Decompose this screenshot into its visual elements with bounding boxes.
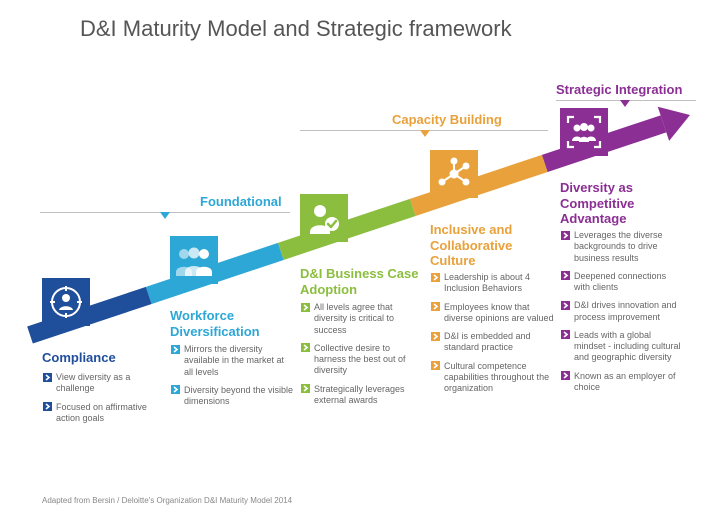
business-case-bullets: All levels agree that diversity is criti… (300, 302, 424, 413)
chevron-icon (300, 384, 310, 394)
bullet-item: Strategically leverages external awards (300, 384, 424, 407)
competitive-advantage-icon (560, 108, 608, 156)
workforce-bullets: Mirrors the diversity available in the m… (170, 344, 294, 414)
business-case-icon (300, 194, 348, 242)
bullet-text: Deepened connections with clients (574, 271, 666, 292)
bullet-text: All levels agree that diversity is criti… (314, 302, 394, 335)
chevron-icon (560, 300, 570, 310)
chevron-icon (42, 402, 52, 412)
bullet-item: All levels agree that diversity is criti… (300, 302, 424, 336)
phase-label-strategic-integration: Strategic Integration (556, 82, 682, 97)
bullet-item: Leverages the diverse backgrounds to dri… (560, 230, 684, 264)
bullet-text: Leads with a global mindset - including … (574, 330, 681, 363)
bullet-text: View diversity as a challenge (56, 372, 130, 393)
chevron-icon (560, 371, 570, 381)
workforce-title: Workforce Diversification (170, 308, 298, 339)
chevron-icon (430, 302, 440, 312)
compliance-bullets: View diversity as a challenge Focused on … (42, 372, 166, 431)
bullet-item: View diversity as a challenge (42, 372, 166, 395)
competitive-advantage-title: Diversity as Competitive Advantage (560, 180, 688, 227)
bullet-item: Leadership is about 4 Inclusion Behavior… (430, 272, 554, 295)
bullet-item: D&I drives innovation and process improv… (560, 300, 684, 323)
chevron-icon (430, 331, 440, 341)
bullet-text: Cultural competence capabilities through… (444, 361, 549, 394)
phase-marker (420, 130, 430, 137)
chevron-icon (560, 271, 570, 281)
bullet-item: Diversity beyond the visible dimensions (170, 385, 294, 408)
bullet-text: D&I is embedded and standard practice (444, 331, 531, 352)
compliance-title: Compliance (42, 350, 170, 366)
bullet-text: Known as an employer of choice (574, 371, 676, 392)
bullet-text: Mirrors the diversity available in the m… (184, 344, 284, 377)
bullet-text: Leverages the diverse backgrounds to dri… (574, 230, 663, 263)
bullet-item: Focused on affirmative action goals (42, 402, 166, 425)
inclusive-culture-icon (430, 150, 478, 198)
phase-marker (620, 100, 630, 107)
chevron-icon (170, 385, 180, 395)
inclusive-culture-bullets: Leadership is about 4 Inclusion Behavior… (430, 272, 554, 401)
bullet-text: Focused on affirmative action goals (56, 402, 147, 423)
bullet-text: D&I drives innovation and process improv… (574, 300, 677, 321)
chevron-icon (300, 343, 310, 353)
bullet-text: Strategically leverages external awards (314, 384, 405, 405)
page-title: D&I Maturity Model and Strategic framewo… (80, 16, 512, 42)
competitive-advantage-bullets: Leverages the diverse backgrounds to dri… (560, 230, 684, 400)
phase-label-foundational: Foundational (200, 194, 282, 209)
chevron-icon (560, 330, 570, 340)
phase-marker (160, 212, 170, 219)
bullet-item: D&I is embedded and standard practice (430, 331, 554, 354)
chevron-icon (430, 361, 440, 371)
bullet-item: Collective desire to harness the best ou… (300, 343, 424, 377)
bullet-item: Deepened connections with clients (560, 271, 684, 294)
chevron-icon (430, 272, 440, 282)
bullet-text: Employees know that diverse opinions are… (444, 302, 554, 323)
chevron-icon (560, 230, 570, 240)
bullet-item: Known as an employer of choice (560, 371, 684, 394)
bullet-item: Employees know that diverse opinions are… (430, 302, 554, 325)
footer-attribution: Adapted from Bersin / Deloitte's Organiz… (42, 496, 292, 505)
workforce-icon (170, 236, 218, 284)
bullet-text: Collective desire to harness the best ou… (314, 343, 406, 376)
bullet-item: Mirrors the diversity available in the m… (170, 344, 294, 378)
inclusive-culture-title: Inclusive and Collaborative Culture (430, 222, 558, 269)
bullet-text: Leadership is about 4 Inclusion Behavior… (444, 272, 530, 293)
bullet-text: Diversity beyond the visible dimensions (184, 385, 293, 406)
chevron-icon (300, 302, 310, 312)
phase-label-capacity-building: Capacity Building (392, 112, 502, 127)
business-case-title: D&I Business Case Adoption (300, 266, 428, 297)
chevron-icon (42, 372, 52, 382)
compliance-icon (42, 278, 90, 326)
chevron-icon (170, 344, 180, 354)
bullet-item: Cultural competence capabilities through… (430, 361, 554, 395)
bullet-item: Leads with a global mindset - including … (560, 330, 684, 364)
